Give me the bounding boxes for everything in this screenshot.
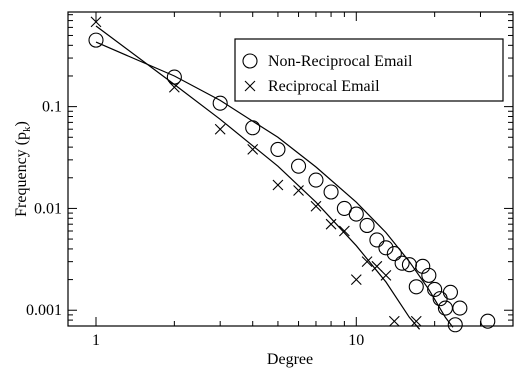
nonreciprocal-point [348,206,364,222]
nonreciprocal-point [480,313,496,329]
legend: Non-Reciprocal Email Reciprocal Email [234,38,504,102]
reciprocal-point [371,260,383,272]
y-tick-label: 0.1 [42,99,62,116]
x-tick-label: 1 [92,332,100,349]
fit-line-reciprocal [95,25,421,330]
nonreciprocal-point [369,232,385,248]
nonreciprocal-point [394,255,410,271]
nonreciprocal-point [421,267,437,283]
y-tick-label: 0.001 [26,302,62,319]
plot-frame [67,11,514,327]
data-points [88,16,496,333]
nonreciprocal-point [408,279,424,295]
reciprocal-point [310,200,322,212]
nonreciprocal-point [308,172,324,188]
fit-line-nonreciprocal [95,41,454,328]
reciprocal-point [247,144,259,155]
axis-ticks: 1 10 0.001 0.01 0.1 [26,12,514,349]
x-tick-label: 10 [348,332,364,349]
reciprocal-point [350,274,362,285]
reciprocal-point [380,269,392,281]
nonreciprocal-point [452,300,468,316]
nonreciprocal-point [427,281,443,297]
legend-label-reciprocal: Reciprocal Email [268,78,380,95]
reciprocal-point [361,256,373,268]
legend-marker-circle [242,53,258,69]
nonreciprocal-point [166,69,182,85]
nonreciprocal-point [378,240,394,256]
nonreciprocal-point [415,258,431,274]
svg-text:Frequency (pk): Frequency (pk) [13,121,33,217]
reciprocal-point [214,123,226,135]
reciprocal-point [388,315,400,327]
nonreciprocal-point [323,184,339,200]
reciprocal-point [338,225,350,237]
nonreciprocal-point [447,317,463,333]
legend-label-nonreciprocal: Non-Reciprocal Email [268,53,413,70]
nonreciprocal-point [290,158,307,174]
reciprocal-point [325,218,337,230]
reciprocal-point [410,315,422,327]
nonreciprocal-point [442,284,458,300]
nonreciprocal-point [270,141,286,157]
nonreciprocal-point [359,217,375,234]
x-axis-label: Degree [267,351,313,368]
reciprocal-point [90,16,102,28]
y-tick-label: 0.01 [34,200,62,217]
reciprocal-point [272,179,284,191]
legend-marker-cross [244,80,256,92]
reciprocal-point [293,185,304,196]
reciprocal-point [168,81,180,93]
nonreciprocal-point [88,32,104,48]
y-axis-label: Frequency (pk) [13,121,33,217]
nonreciprocal-point [245,120,261,136]
nonreciprocal-point [212,95,228,111]
fit-lines [95,25,454,330]
legend-box [234,38,504,102]
nonreciprocal-point [386,246,402,262]
